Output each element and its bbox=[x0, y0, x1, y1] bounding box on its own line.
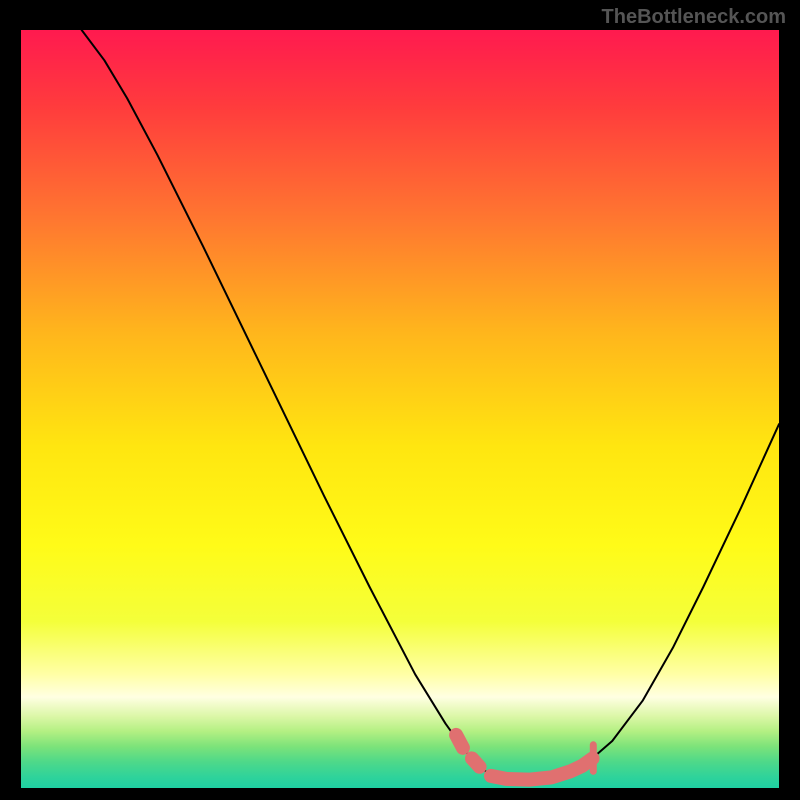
highlight-segment bbox=[456, 735, 463, 748]
watermark-text: TheBottleneck.com bbox=[602, 6, 786, 29]
chart-svg bbox=[21, 30, 779, 788]
highlight-segment bbox=[472, 758, 480, 766]
gradient-background bbox=[21, 30, 779, 788]
gradient-plot-area bbox=[21, 30, 779, 788]
chart-frame: TheBottleneck.com bbox=[0, 0, 800, 800]
